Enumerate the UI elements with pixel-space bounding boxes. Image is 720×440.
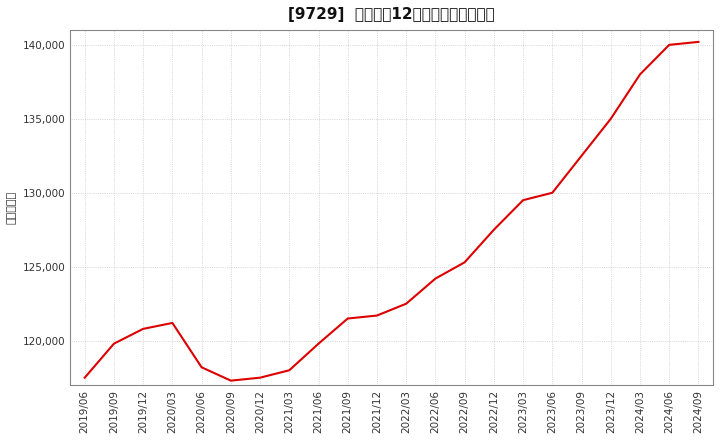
Y-axis label: （百万円）: （百万円） <box>7 191 17 224</box>
Title: [9729]  売上高の12か月移動合計の推移: [9729] 売上高の12か月移動合計の推移 <box>288 7 495 22</box>
